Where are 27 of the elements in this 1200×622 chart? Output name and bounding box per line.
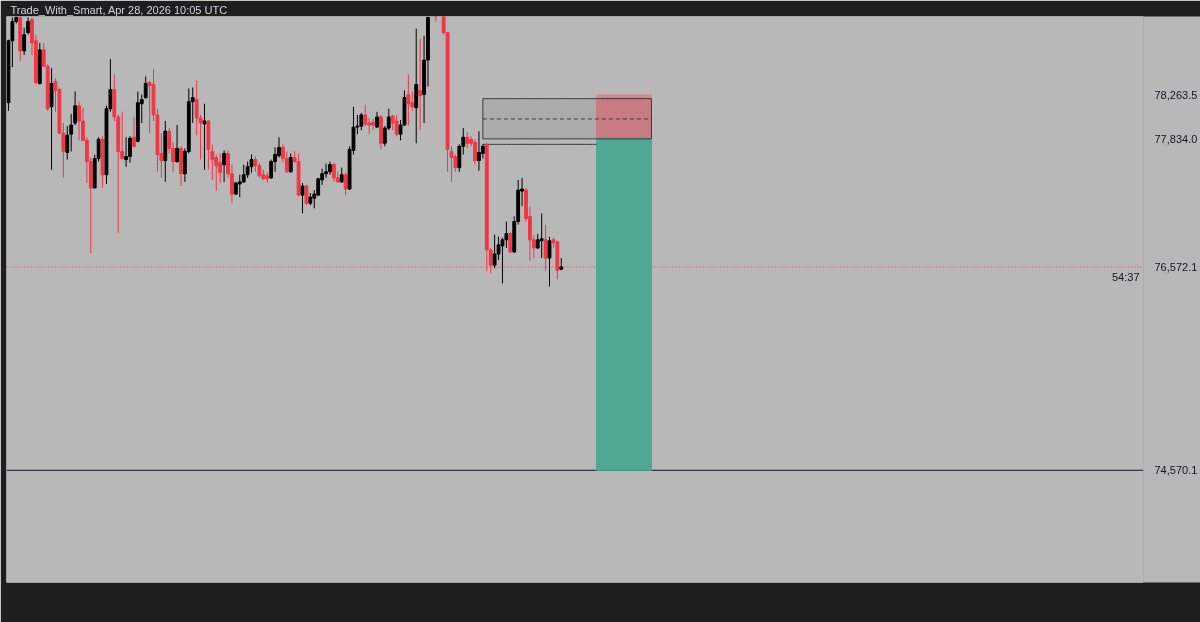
candlestick bbox=[49, 67, 54, 171]
candlestick bbox=[477, 130, 481, 172]
candlestick bbox=[371, 118, 375, 131]
candlestick bbox=[414, 28, 419, 144]
candlestick bbox=[492, 234, 497, 269]
candlestick bbox=[222, 149, 227, 183]
candlestick bbox=[473, 138, 477, 166]
candlestick bbox=[65, 125, 70, 161]
candlestick bbox=[241, 164, 246, 184]
candlestick bbox=[143, 75, 148, 100]
candlestick bbox=[175, 124, 179, 164]
candlestick bbox=[128, 135, 132, 164]
chart-title: Trade_With_Smart, Apr 28, 2026 10:05 UTC bbox=[10, 3, 228, 16]
candlestick bbox=[288, 152, 293, 174]
candlestick bbox=[363, 104, 368, 127]
candlestick bbox=[418, 38, 423, 131]
y-tick-label: 77,834.0 bbox=[1154, 132, 1198, 145]
annotation: 54:37 bbox=[1111, 271, 1140, 283]
y-tick-label: 76,572.1 bbox=[1154, 261, 1198, 273]
candlestick bbox=[77, 101, 81, 141]
candlestick bbox=[406, 73, 411, 126]
y-tick-label: 74,570.1 bbox=[1154, 464, 1198, 477]
candlestick bbox=[210, 143, 215, 181]
candlestick bbox=[132, 116, 136, 148]
y-tick-label: 78,263.5 bbox=[1154, 89, 1198, 102]
candlestick bbox=[508, 231, 513, 254]
candlestick bbox=[124, 136, 128, 168]
